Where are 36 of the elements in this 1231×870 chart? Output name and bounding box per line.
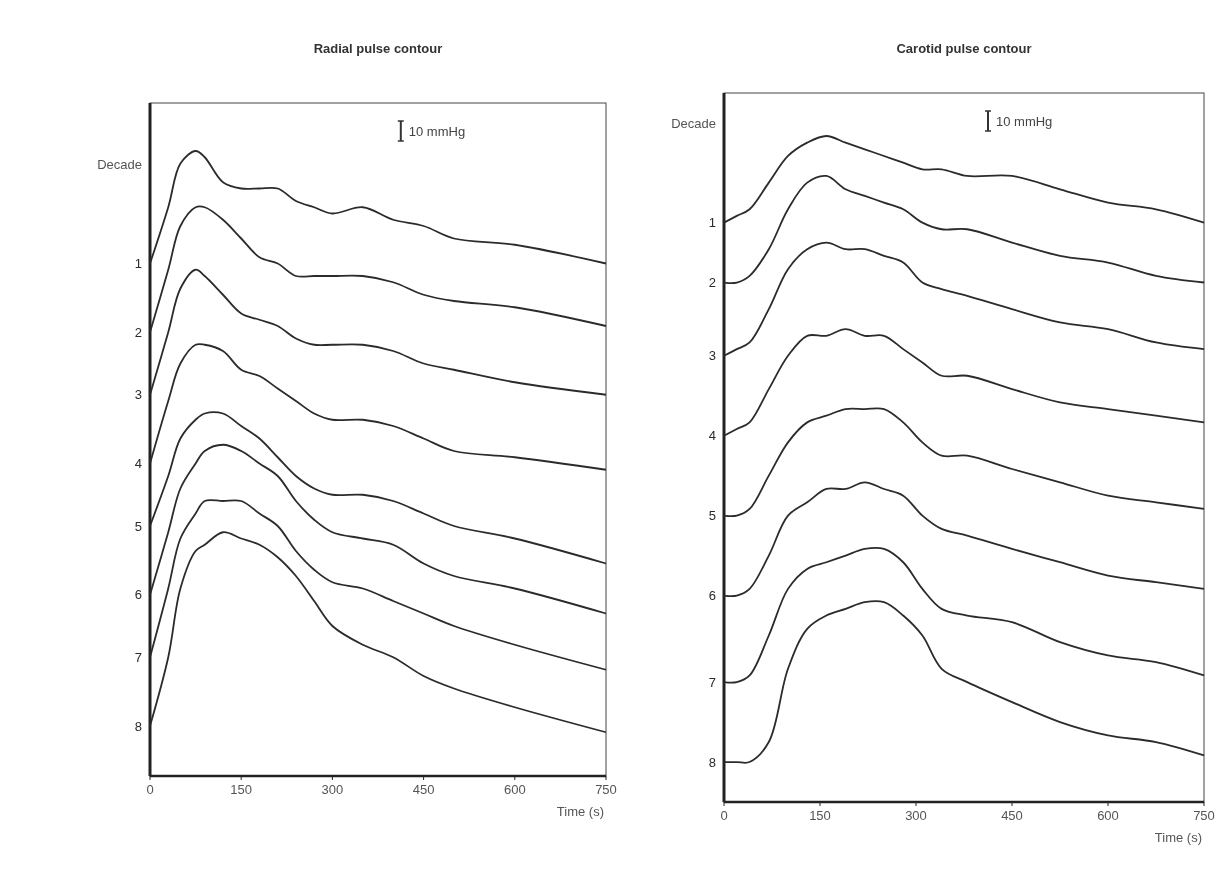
series-label: 5 bbox=[708, 508, 716, 524]
y-axis-title: Decade bbox=[97, 156, 142, 172]
series-label: 8 bbox=[708, 754, 716, 770]
series-label: 8 bbox=[134, 718, 142, 734]
x-tick-label: 0 bbox=[720, 808, 728, 823]
y-axis-title: Decade bbox=[671, 115, 716, 131]
x-tick-label: 0 bbox=[146, 782, 154, 797]
series-label: 2 bbox=[708, 275, 716, 291]
x-tick-label: 150 bbox=[230, 782, 253, 797]
chart-title: Radial pulse contour bbox=[313, 41, 443, 56]
series-label: 5 bbox=[134, 518, 142, 534]
x-axis-title: Time (s) bbox=[556, 804, 604, 819]
series-label: 4 bbox=[708, 428, 716, 444]
text: 10 mmHg bbox=[408, 123, 466, 139]
series-label: 1 bbox=[708, 215, 716, 231]
series-label: 3 bbox=[134, 387, 142, 403]
x-tick-label: 750 bbox=[1193, 808, 1215, 823]
text: 10 mmHg bbox=[996, 113, 1053, 129]
x-tick-label: 450 bbox=[412, 782, 435, 797]
chart-title: Carotid pulse contour bbox=[896, 41, 1032, 56]
x-axis-title: Time (s) bbox=[1154, 830, 1202, 845]
x-tick-label: 450 bbox=[1001, 808, 1023, 823]
series-label: 7 bbox=[134, 649, 142, 665]
x-tick-label: 750 bbox=[595, 782, 617, 797]
series-label: 3 bbox=[708, 348, 716, 364]
x-tick-label: 600 bbox=[1097, 808, 1119, 823]
x-tick-label: 300 bbox=[905, 808, 927, 823]
series-label: 4 bbox=[134, 456, 142, 472]
series-label: 6 bbox=[134, 587, 142, 603]
x-tick-label: 600 bbox=[503, 782, 526, 797]
series-label: 1 bbox=[134, 256, 142, 272]
x-tick-label: 150 bbox=[809, 808, 831, 823]
series-label: 6 bbox=[708, 588, 716, 604]
x-tick-label: 300 bbox=[321, 782, 344, 797]
series-label: 2 bbox=[134, 324, 142, 340]
series-label: 7 bbox=[708, 674, 716, 690]
